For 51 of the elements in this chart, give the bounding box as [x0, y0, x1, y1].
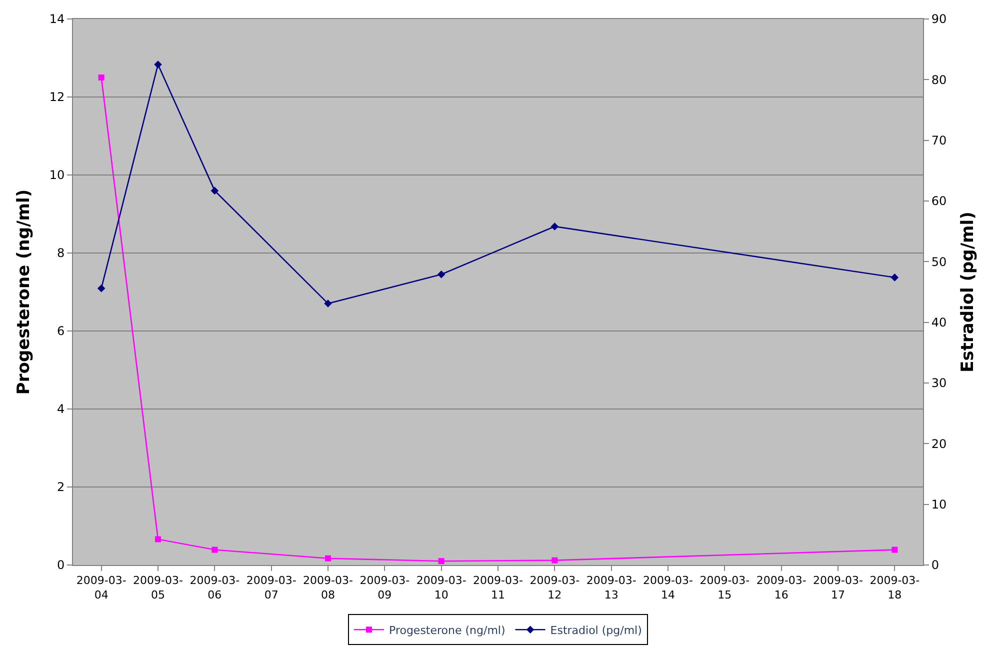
y2-tick-label: 40 [931, 316, 947, 330]
x-tick-label: 2009-03-12 [530, 574, 580, 602]
x-tick-label: 2009-03-04 [76, 574, 126, 602]
y2-tick-label: 60 [931, 194, 947, 208]
x-tick-label: 2009-03-15 [700, 574, 750, 602]
y2-tick-label: 20 [931, 436, 947, 451]
x-tick-label: 2009-03-05 [133, 574, 183, 602]
y-axis-title: Progesterone (ng/ml) [14, 189, 34, 395]
point [438, 558, 444, 564]
point [325, 555, 331, 562]
y-tick-label: 4 [56, 402, 65, 416]
x-tick-label: 2009-03-16 [756, 574, 806, 602]
point [97, 284, 106, 292]
legend-label: Progesterone (ng/ml) [389, 624, 506, 637]
y-tick-label: 10 [49, 168, 65, 182]
x-tick-label: 2009-03-10 [416, 574, 466, 602]
y-tick-label: 12 [49, 90, 65, 104]
point [155, 536, 161, 542]
point [892, 546, 898, 553]
x-tick-label: 2009-03-09 [360, 574, 410, 602]
point [437, 270, 446, 278]
y-tick-label: 8 [56, 246, 65, 260]
y-tick-label: 0 [56, 558, 65, 572]
y2-tick-label: 30 [931, 376, 947, 390]
point [550, 222, 559, 230]
y2-tick-label: 70 [931, 134, 947, 148]
y2-tick-label: 80 [931, 72, 947, 87]
legend-label: Estradiol (pg/ml) [550, 624, 642, 637]
y-tick-label: 2 [56, 480, 65, 494]
y2-tick-label: 90 [931, 12, 947, 26]
x-tick-label: 2009-03-06 [190, 574, 240, 602]
x-tick-label: 2009-03-14 [643, 574, 693, 602]
x-tick-label: 2009-03-13 [586, 574, 636, 602]
x-tick-label: 2009-03-07 [246, 574, 296, 602]
y2-tick-label: 10 [931, 498, 947, 512]
point [154, 60, 162, 68]
y2-tick-label: 50 [931, 254, 947, 269]
point [212, 546, 218, 553]
x-tick-label: 2009-03-08 [303, 574, 353, 602]
y-tick-label: 6 [56, 324, 65, 338]
point [552, 557, 558, 564]
point [324, 300, 332, 308]
y-tick-label: 14 [49, 12, 65, 26]
y2-tick-label: 0 [931, 558, 940, 572]
x-tick-label: 2009-03-18 [870, 574, 920, 602]
x-tick-label: 2009-03-11 [473, 574, 523, 602]
point [98, 74, 104, 80]
point [890, 274, 899, 282]
y2-axis-title: Estradiol (pg/ml) [958, 212, 978, 372]
x-tick-label: 2009-03-17 [813, 574, 863, 602]
point [210, 186, 219, 195]
